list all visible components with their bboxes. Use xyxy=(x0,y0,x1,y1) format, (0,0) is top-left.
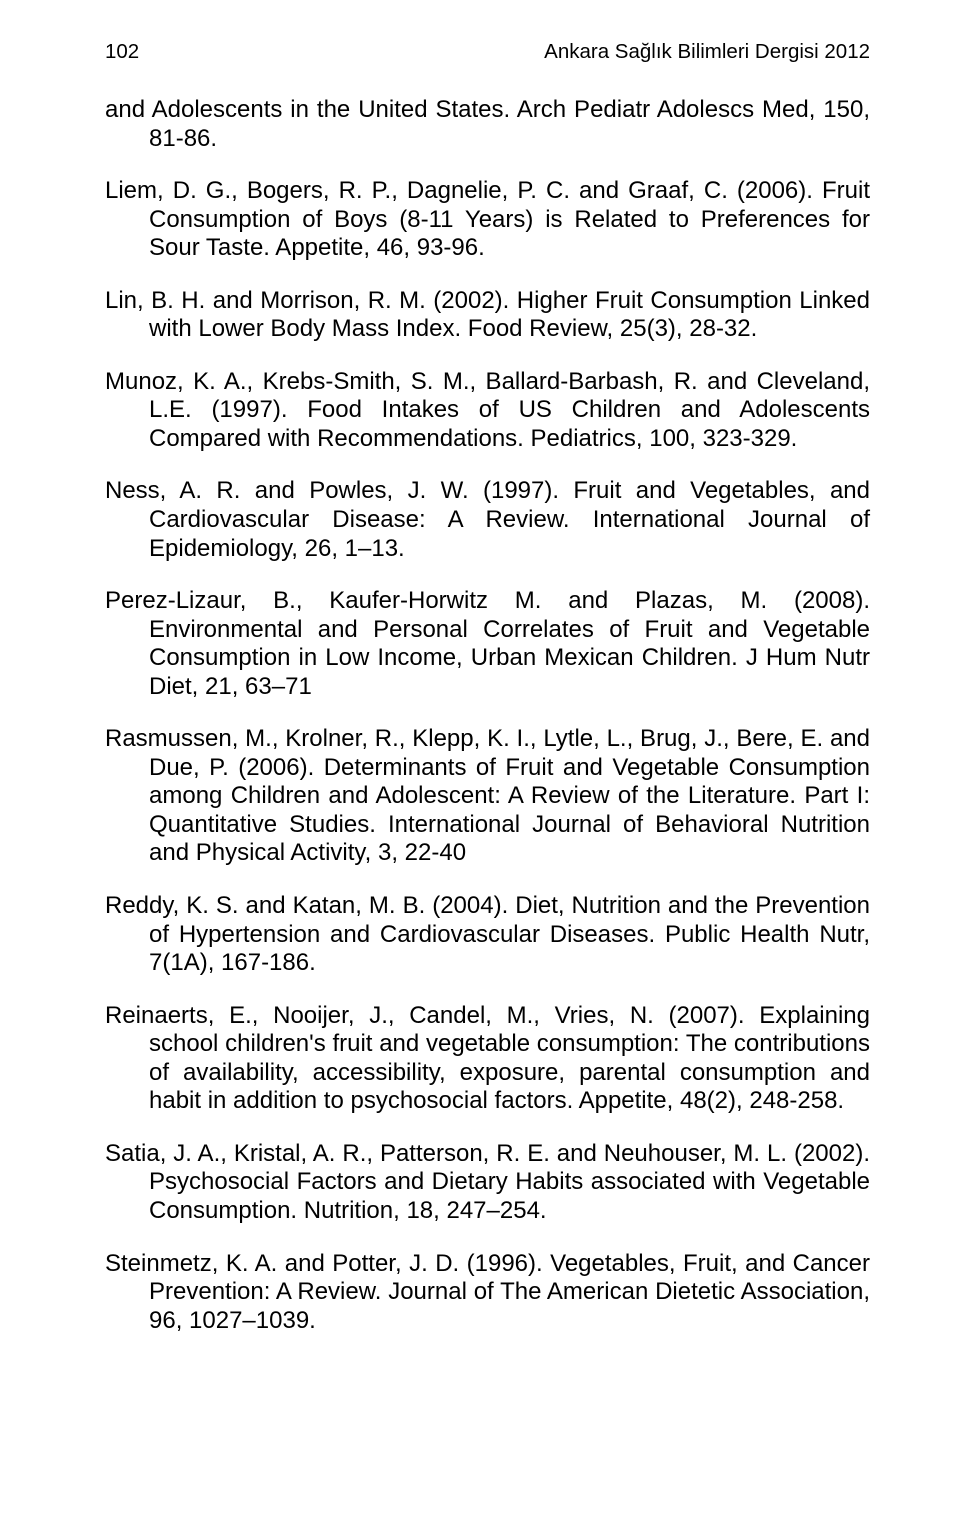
journal-title: Ankara Sağlık Bilimleri Dergisi 2012 xyxy=(544,40,870,64)
reference-item: Satia, J. A., Kristal, A. R., Patterson,… xyxy=(105,1140,870,1226)
reference-item: Ness, A. R. and Powles, J. W. (1997). Fr… xyxy=(105,477,870,563)
reference-item: Reddy, K. S. and Katan, M. B. (2004). Di… xyxy=(105,892,870,978)
reference-item: Rasmussen, M., Krolner, R., Klepp, K. I.… xyxy=(105,725,870,868)
reference-item: Steinmetz, K. A. and Potter, J. D. (1996… xyxy=(105,1250,870,1336)
reference-item: Perez-Lizaur, B., Kaufer-Horwitz M. and … xyxy=(105,587,870,701)
reference-item: and Adolescents in the United States. Ar… xyxy=(105,96,870,153)
page-number: 102 xyxy=(105,40,139,64)
page-header: 102 Ankara Sağlık Bilimleri Dergisi 2012 xyxy=(105,40,870,64)
reference-item: Reinaerts, E., Nooijer, J., Candel, M., … xyxy=(105,1002,870,1116)
page-container: 102 Ankara Sağlık Bilimleri Dergisi 2012… xyxy=(0,0,960,1521)
reference-item: Liem, D. G., Bogers, R. P., Dagnelie, P.… xyxy=(105,177,870,263)
reference-item: Lin, B. H. and Morrison, R. M. (2002). H… xyxy=(105,287,870,344)
reference-item: Munoz, K. A., Krebs-Smith, S. M., Ballar… xyxy=(105,368,870,454)
